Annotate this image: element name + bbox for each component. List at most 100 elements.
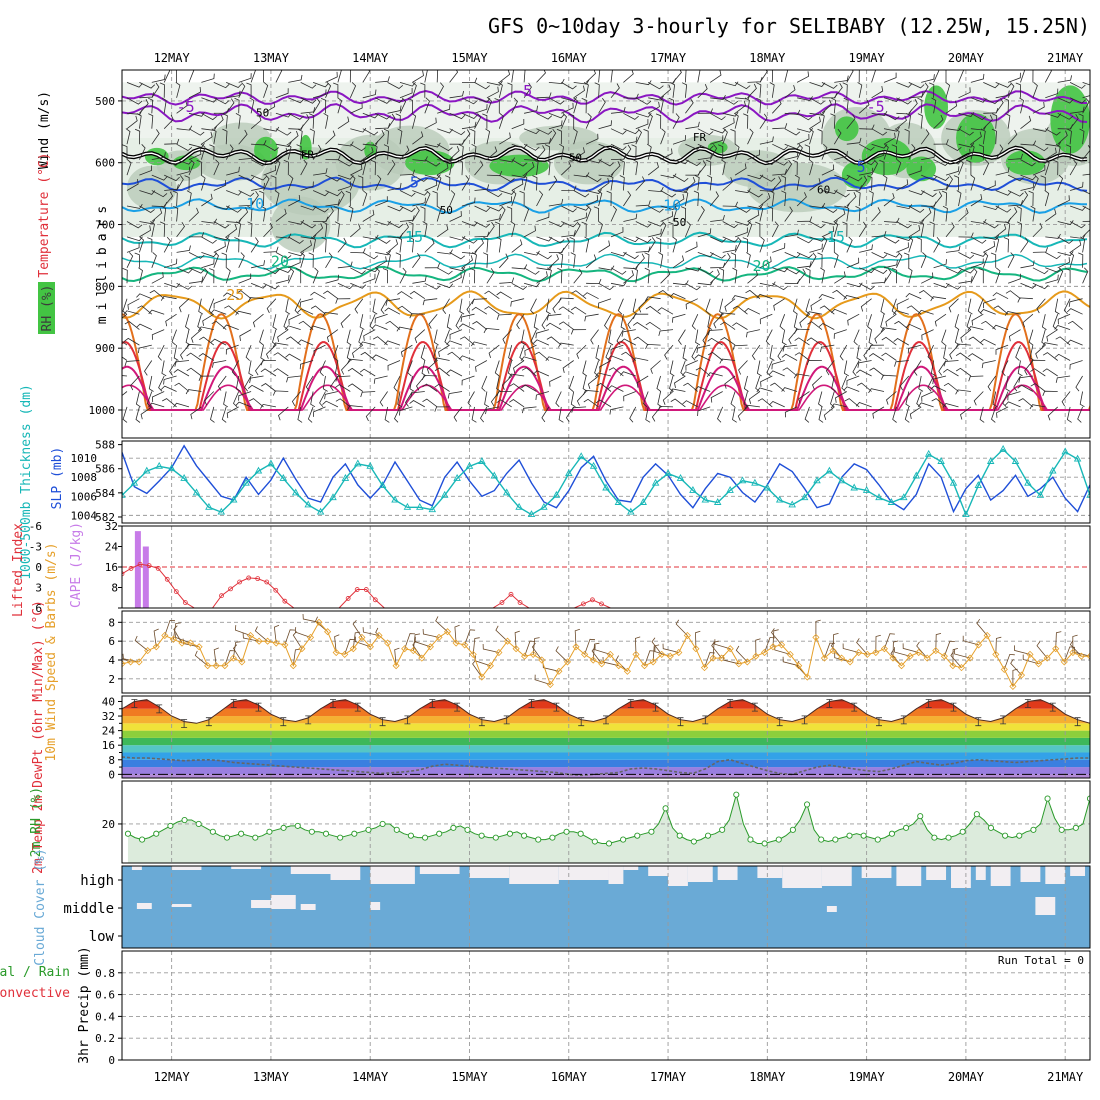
wind-barb	[869, 367, 885, 377]
wind-barb	[945, 100, 958, 114]
wind-barb	[560, 113, 567, 129]
temp-band	[122, 701, 1090, 709]
wind-barb	[330, 375, 339, 392]
wind-barb	[722, 111, 739, 117]
wind-barb	[863, 344, 872, 360]
wind-barb	[722, 117, 735, 130]
isotherm-label: 10	[246, 195, 264, 213]
wind-barb	[1057, 313, 1071, 325]
wind-barb	[995, 223, 1007, 238]
wind-barb	[833, 128, 842, 145]
wind-barb	[583, 398, 599, 408]
wind10m-marker	[195, 643, 203, 651]
wind-barb	[1079, 128, 1085, 145]
wind-barb	[334, 360, 340, 377]
wind10m-barb	[884, 633, 895, 649]
wind-barb	[825, 360, 835, 376]
wind-barb	[449, 128, 466, 136]
wind-barb	[648, 221, 664, 227]
wind-barb	[598, 120, 612, 130]
wind-barb	[696, 344, 711, 354]
wind-barb	[523, 225, 536, 238]
wind-barb	[248, 398, 264, 408]
wind-barb	[930, 205, 936, 222]
wind10m-barb	[292, 631, 303, 649]
wind-barb	[747, 190, 763, 198]
temp-minmax-marker	[950, 702, 957, 712]
wind-barb	[323, 112, 329, 129]
wind-barb	[657, 307, 674, 315]
wind-barb	[126, 159, 132, 176]
wind-barb	[1032, 101, 1045, 114]
date-label-bottom: 21MAY	[1047, 1070, 1084, 1084]
wind-barb	[1005, 221, 1011, 237]
wind-barb	[210, 406, 215, 423]
wind-barb	[536, 212, 550, 222]
wind-barb	[139, 236, 144, 253]
wind-barb	[496, 236, 502, 253]
wind-barb	[1008, 153, 1023, 160]
wind-barb	[248, 360, 254, 377]
cloud-high-block	[370, 866, 415, 884]
wind-barb	[784, 109, 801, 115]
wind-barb	[186, 352, 202, 361]
wind-barb	[581, 98, 587, 114]
wind-barb	[598, 177, 610, 191]
thickness-marker	[689, 485, 697, 493]
wind-barb	[1020, 237, 1029, 253]
wind-barb	[524, 250, 540, 256]
rh2m-marker	[605, 840, 613, 847]
wind-barb	[635, 200, 651, 207]
wind-barb	[409, 400, 425, 408]
ylabel-cloud: Cloud Cover (%)	[33, 848, 48, 965]
wind-barb	[412, 206, 420, 222]
wind10m-marker	[949, 662, 957, 670]
thickness-marker	[788, 500, 796, 508]
wind-barb	[767, 206, 774, 222]
wind-barb	[250, 174, 267, 181]
wind-barb	[558, 321, 574, 330]
wind-barb	[1007, 190, 1024, 197]
date-label-bottom: 12MAY	[154, 1070, 191, 1084]
wind-barb	[412, 190, 429, 196]
wind-barb	[510, 221, 516, 237]
li-marker	[237, 579, 243, 585]
wind-barb	[958, 207, 969, 222]
wind-barb	[598, 97, 606, 114]
thickness-frame	[121, 440, 1091, 524]
isotherm-label: -5	[514, 82, 532, 100]
wind-barb	[536, 112, 553, 120]
wind-barb	[496, 291, 512, 300]
wind-barb	[139, 225, 151, 238]
thickness-marker	[726, 485, 734, 493]
wind-barb	[150, 221, 155, 237]
temp-minmax-marker	[305, 715, 312, 725]
wind-barb	[809, 82, 826, 87]
wind-barb	[583, 82, 589, 98]
temp-minmax-marker	[975, 717, 982, 727]
wind-barb	[569, 237, 575, 253]
wind-barb	[437, 104, 451, 114]
wind-barb	[449, 190, 456, 207]
thickness-marker	[527, 510, 536, 518]
wind10m-marker	[803, 673, 811, 681]
wind-barb	[369, 314, 376, 330]
wind-barb	[397, 128, 403, 145]
wind-barb	[747, 76, 763, 83]
wind-barb	[387, 105, 402, 114]
thickness-marker	[192, 488, 201, 496]
wind-barb	[350, 223, 361, 238]
wind-barb	[354, 298, 364, 314]
wind-barb	[871, 110, 888, 116]
wind-barb	[213, 97, 230, 105]
wind-barb	[771, 70, 773, 83]
wind-barb	[541, 406, 550, 423]
y-tick-label: 0.2	[95, 1032, 115, 1045]
wind-barb	[867, 314, 872, 331]
wind-barb	[734, 143, 740, 160]
temp-minmax-marker	[478, 717, 485, 727]
wind-barb	[585, 113, 592, 129]
wind-barb	[283, 159, 289, 176]
wind-barb	[933, 159, 950, 166]
wind-barb	[644, 252, 650, 268]
